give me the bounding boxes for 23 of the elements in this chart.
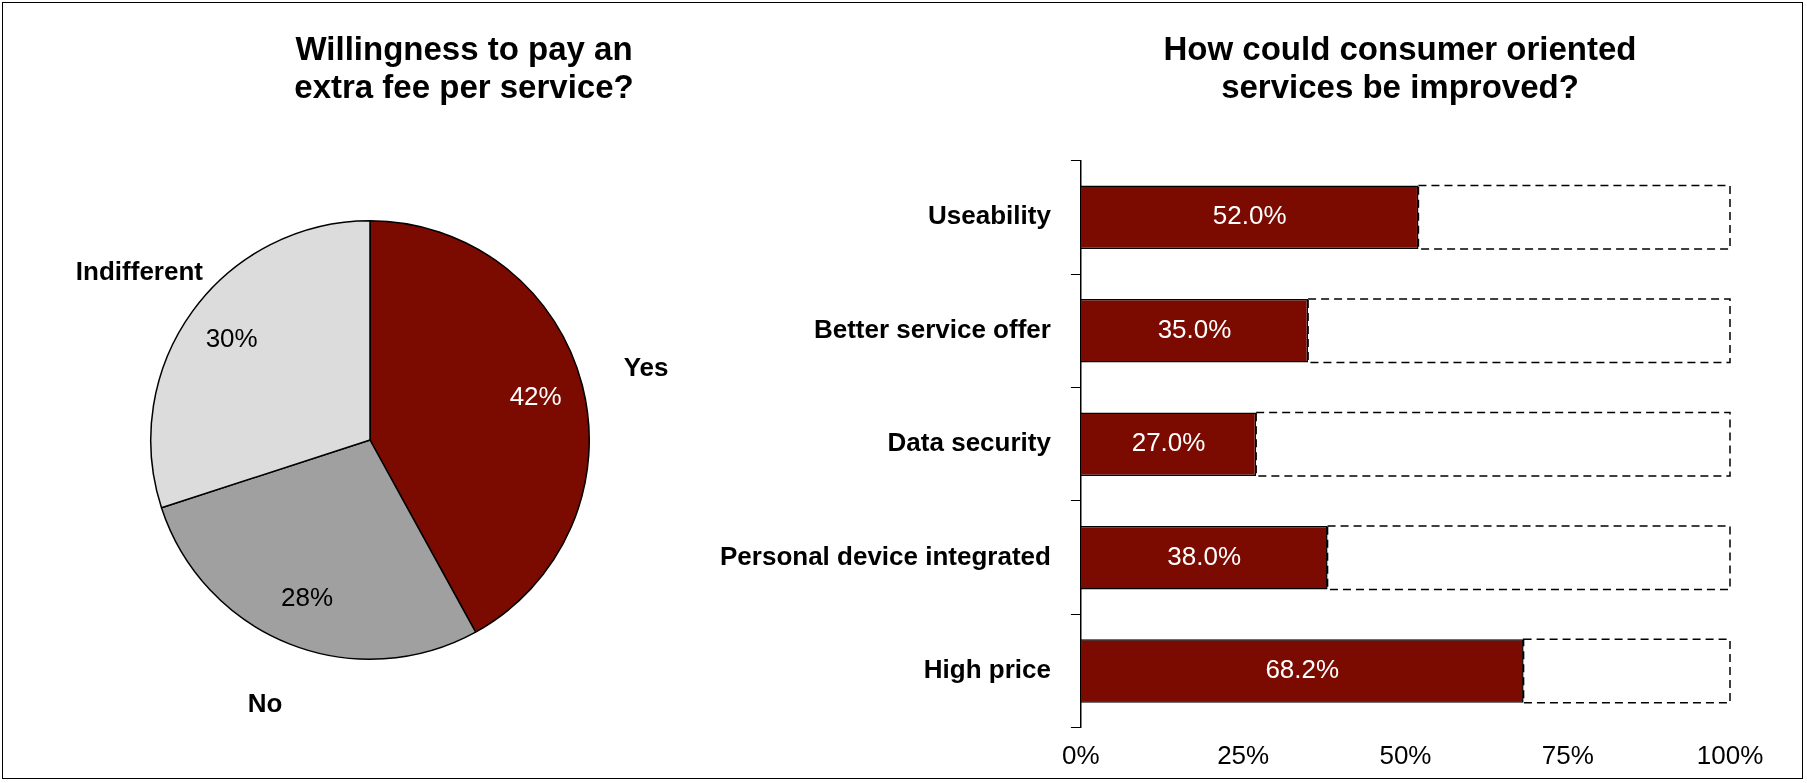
data-label: 42% [509,380,562,411]
slice-label: No [247,688,283,719]
data-label: 30% [205,322,258,353]
x-tick-label: 25% [1217,739,1270,770]
x-tick-label: 0% [1062,739,1100,770]
data-label: 68.2% [1265,654,1340,685]
data-label: 27.0% [1131,427,1206,458]
data-label: 52.0% [1212,200,1287,231]
x-tick-label: 75% [1541,739,1594,770]
chart-title: How could consumer oriented services be improved? [1162,30,1638,106]
slice-label: Indifferent [75,255,204,286]
y-tick-label: Useability [928,200,1052,231]
slice-label: Yes [623,352,669,383]
data-label: 28% [281,582,334,613]
x-tick-label: 50% [1379,739,1432,770]
y-tick-label: Data security [887,427,1052,458]
data-label: 38.0% [1167,540,1242,571]
y-tick-label: Personal device integrated [720,540,1051,571]
data-label: 35.0% [1157,313,1232,344]
y-tick-label: High price [923,654,1051,685]
x-tick-label: 100% [1696,739,1764,770]
chart-title: Willingness to pay an extra fee per service? [293,30,635,106]
y-tick-label: Better service offer [813,313,1051,344]
